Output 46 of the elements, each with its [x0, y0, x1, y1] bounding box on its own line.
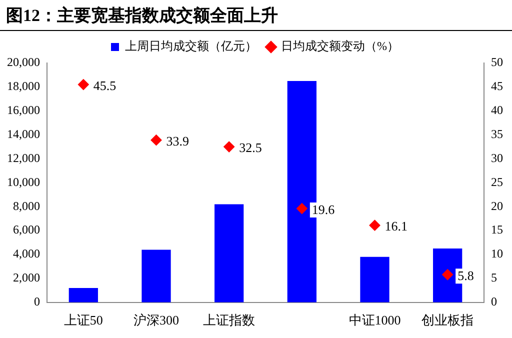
- data-label: 33.9: [166, 134, 189, 149]
- y-tick-label: 2,000: [13, 270, 40, 285]
- bar: [214, 204, 244, 302]
- y2-tick-label: 35: [491, 126, 503, 141]
- y2-tick-label: 10: [491, 246, 503, 261]
- x-tick-label: 创业板指: [422, 312, 474, 328]
- y2-tick-label: 5: [491, 270, 497, 285]
- point: [296, 203, 308, 214]
- y-tick-label: 8,000: [13, 198, 40, 213]
- x-tick-label: 上证指数: [203, 312, 256, 328]
- y2-tick-label: 25: [491, 174, 503, 189]
- y2-tick-label: 20: [491, 198, 503, 213]
- y2-tick-label: 50: [491, 55, 503, 70]
- y2-tick-label: 0: [491, 294, 497, 309]
- data-label: 16.1: [384, 218, 408, 234]
- point: [442, 269, 454, 280]
- y-tick-label: 10,000: [7, 174, 40, 189]
- y-tick-label: 6,000: [13, 222, 40, 237]
- data-label: 45.5: [93, 78, 116, 93]
- bar: [360, 256, 390, 302]
- data-label: 5.8: [458, 268, 474, 284]
- bar: [68, 288, 98, 302]
- x-tick-label: 上证50: [64, 312, 103, 328]
- y-tick-label: 20,000: [7, 55, 40, 70]
- y2-tick-label: 45: [491, 79, 503, 94]
- y-tick-label: 14,000: [7, 126, 40, 141]
- y2-tick-label: 40: [491, 103, 503, 118]
- y2-tick-label: 30: [491, 150, 503, 165]
- y-tick-label: 16,000: [7, 103, 40, 118]
- x-tick-label: 中证1000: [348, 312, 401, 328]
- point: [150, 134, 162, 146]
- data-label: 19.6: [312, 202, 336, 217]
- data-label: 32.5: [239, 140, 262, 156]
- y-tick-label: 0: [34, 294, 40, 309]
- y2-tick-label: 15: [491, 222, 503, 237]
- point: [369, 220, 380, 231]
- point: [224, 141, 235, 152]
- x-tick-label: 沪深300: [134, 312, 179, 328]
- bar: [142, 250, 171, 302]
- chart-title: 图12：主要宽基指数成交额全面上升: [0, 0, 512, 31]
- y-tick-label: 4,000: [13, 246, 40, 261]
- y-tick-label: 18,000: [7, 79, 40, 94]
- y-tick-label: 12,000: [7, 150, 40, 165]
- legend-label: 日均成交额变动（%）: [281, 39, 399, 54]
- point: [78, 79, 89, 90]
- legend-label: 上周日均成交额（亿元）: [125, 39, 257, 54]
